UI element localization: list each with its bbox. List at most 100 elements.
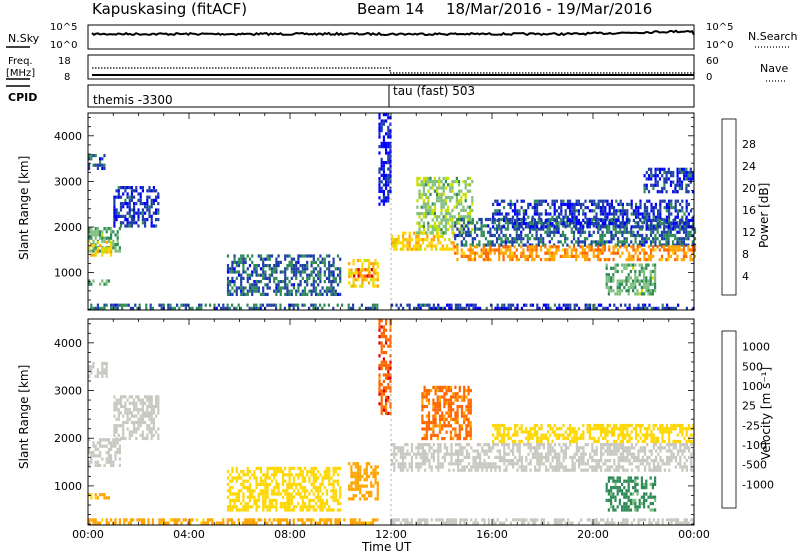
range-gate-cell [487,455,490,459]
range-gate-cell [404,244,407,248]
range-gate-cell [275,276,278,280]
range-gate-cell [482,224,485,228]
range-gate-cell [297,492,300,496]
range-gate-cell [275,470,278,474]
range-gate-cell [115,214,118,218]
range-gate-cell [391,238,394,242]
range-gate-cell [122,202,125,206]
data-region [88,438,121,467]
range-gate-cell [330,495,333,499]
range-gate-cell [281,473,285,477]
range-gate-cell [122,436,125,441]
range-gate-cell [133,214,136,218]
range-gate-cell [231,498,234,502]
range-gate-cell [279,303,282,307]
range-gate-cell [570,251,573,255]
range-gate-cell [439,465,442,469]
range-gate-cell [654,177,657,181]
range-gate-cell [264,473,267,477]
range-gate-cell [242,267,245,271]
range-gate-cell [325,476,329,480]
range-gate-cell [382,196,385,200]
range-gate-cell [566,206,569,210]
range-gate-cell [155,224,158,228]
range-gate-cell [450,452,453,456]
range-gate-cell [669,224,672,228]
range-gate-cell [433,176,436,180]
range-gate-cell [531,251,534,255]
range-gate-cell [124,218,127,222]
range-gate-cell [647,224,650,228]
range-gate-cell [321,518,324,522]
range-gate-cell [595,465,598,469]
range-gate-cell [191,306,194,310]
range-gate-cell [103,282,106,286]
range-gate-cell [248,283,252,287]
range-gate-cell [275,260,278,264]
range-gate-cell [292,476,296,480]
range-gate-cell [473,258,477,262]
range-gate-cell [639,199,642,203]
range-gate-cell [660,217,664,222]
range-gate-cell [387,344,390,348]
range-gate-cell [290,498,293,502]
range-gate-cell [284,505,287,509]
range-gate-cell [648,212,651,216]
range-gate-cell [264,476,267,480]
range-gate-cell [202,518,205,522]
range-gate-cell [433,221,436,225]
range-gate-cell [440,205,443,209]
range-gate-cell [548,254,551,258]
range-gate-cell [314,486,318,490]
range-gate-cell [595,206,598,210]
range-gate-cell [591,222,594,226]
range-gate-cell [604,218,607,222]
range-gate-cell [233,502,236,506]
range-gate-cell [237,273,241,277]
range-gate-cell [571,215,574,219]
range-gate-cell [547,449,550,453]
range-gate-cell [586,237,589,241]
range-gate-cell [389,354,392,358]
range-gate-cell [237,260,241,264]
range-gate-cell [649,269,652,274]
range-gate-cell [122,395,125,399]
range-gate-cell [110,240,113,244]
range-gate-cell [509,233,512,238]
range-gate-cell [262,264,265,268]
range-gate-cell [608,202,611,206]
range-gate-cell [480,233,483,238]
range-gate-cell [273,276,276,280]
range-gate-cell [157,211,160,215]
range-gate-cell [378,319,381,323]
range-gate-cell [242,292,245,296]
range-gate-cell [114,518,117,522]
range-gate-cell [402,247,405,251]
range-gate-cell [266,470,269,474]
range-gate-cell [685,167,688,171]
range-gate-cell [464,192,467,196]
range-gate-cell [378,122,381,126]
range-gate-cell [195,306,198,310]
range-gate-cell [621,240,624,244]
range-gate-cell [625,237,628,241]
range-gate-cell [496,303,499,307]
range-gate-cell [438,192,441,196]
range-gate-cell [456,217,459,222]
range-gate-cell [292,508,296,512]
range-gate-cell [226,505,230,509]
range-gate-cell [619,230,622,234]
range-gate-cell [593,303,596,307]
range-gate-cell [290,292,293,296]
range-gate-cell [489,240,492,244]
range-gate-cell [155,414,158,418]
range-gate-cell [323,303,326,307]
range-gate-cell [137,417,140,421]
range-gate-cell [244,508,247,512]
range-gate-cell [352,258,355,263]
range-gate-cell [306,260,309,264]
range-gate-cell [148,411,151,415]
range-gate-cell [135,414,138,418]
range-gate-cell [380,161,383,165]
range-gate-cell [577,237,580,241]
